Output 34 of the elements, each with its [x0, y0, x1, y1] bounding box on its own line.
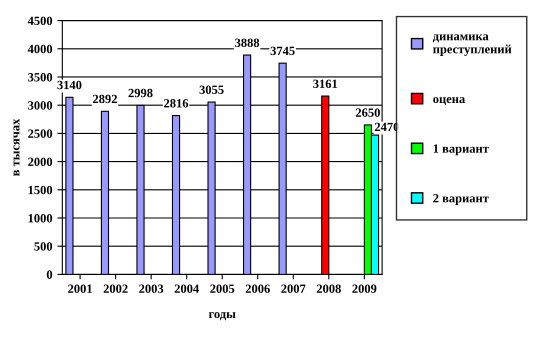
x-tick-label: 2005 [210, 284, 234, 293]
y-tick-label: 0 [46, 270, 52, 279]
data-label: 3140 [57, 80, 82, 90]
data-label: 2816 [164, 99, 188, 108]
y-axis-title: в тысячах [14, 118, 20, 176]
data-label: 3055 [200, 86, 224, 94]
y-tick-label: 500 [34, 242, 52, 251]
x-axis-title: годы [208, 312, 236, 320]
y-tick-label: 1000 [28, 214, 52, 222]
x-tick-label: 2006 [246, 284, 270, 293]
legend-label: оцена [433, 97, 466, 106]
legend-label: 2 вариант [433, 194, 489, 205]
y-tick-label: 3000 [28, 101, 52, 110]
y-tick-label: 2500 [28, 129, 52, 138]
y-tick-label: 1500 [28, 186, 52, 194]
x-tick-label: 2004 [174, 284, 199, 293]
x-tick-label: 2003 [139, 284, 164, 293]
data-label: 2892 [92, 94, 117, 104]
data-label: 2650 [356, 108, 380, 117]
y-tick-label: 3500 [28, 73, 52, 82]
x-tick-label: 2002 [104, 284, 128, 293]
x-tick-label: 2007 [281, 284, 306, 293]
x-tick-label: 2008 [316, 284, 341, 293]
y-tick-label: 2000 [28, 158, 52, 166]
y-tick-label: 4500 [28, 16, 52, 26]
legend-label: динамика преступлений [432, 34, 512, 56]
data-label: 3745 [270, 46, 295, 56]
x-tick-label: 2001 [68, 284, 92, 293]
data-label: 3161 [313, 80, 338, 88]
x-tick-label: 2009 [352, 284, 376, 293]
data-label: 2998 [128, 88, 153, 98]
y-tick-label: 4000 [28, 44, 52, 54]
legend-label: 1 вариант [434, 144, 489, 156]
data-label: 3888 [235, 38, 260, 48]
